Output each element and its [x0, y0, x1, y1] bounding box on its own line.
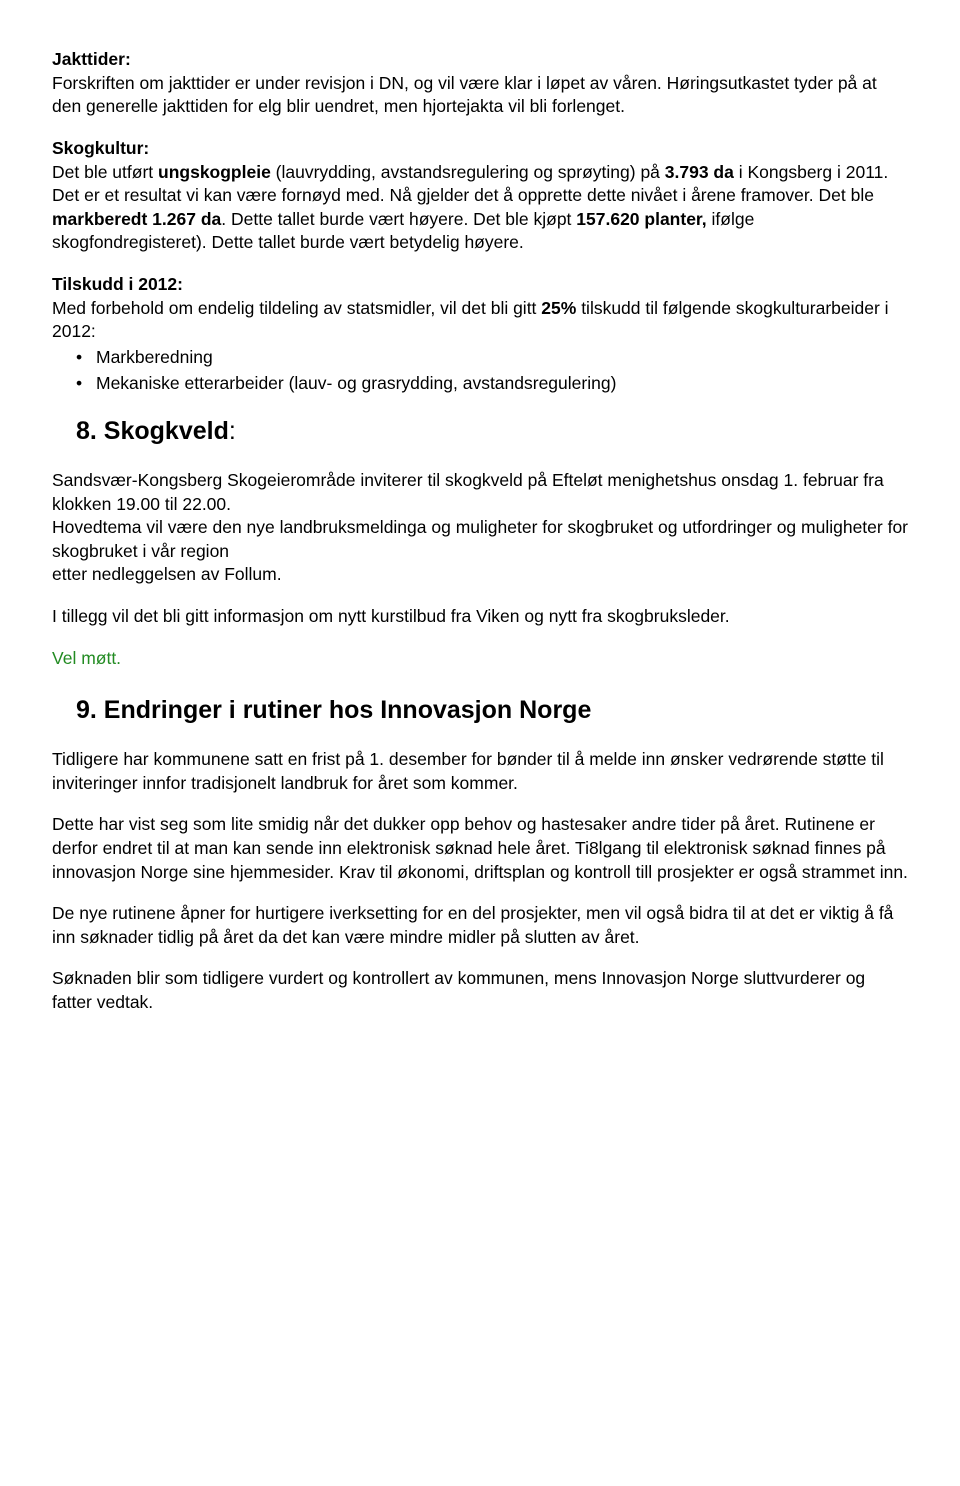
section-8-num: 8.: [76, 417, 104, 445]
skogkultur-text-g: . Dette tallet burde vært høyere. Det bl…: [221, 209, 576, 229]
skogkultur-planter: 157.620 planter,: [576, 209, 706, 229]
jakttider-body: Forskriften om jakttider er under revisj…: [52, 73, 877, 117]
skogkultur-heading: Skogkultur:: [52, 138, 149, 158]
skogkultur-da1: 3.793 da: [665, 162, 734, 182]
section-9-p1: Tidligere har kommunene satt en frist på…: [52, 748, 908, 795]
section-9-p4: Søknaden blir som tidligere vurdert og k…: [52, 967, 908, 1014]
tilskudd-heading: Tilskudd i 2012:: [52, 274, 183, 294]
section-8-p4: I tillegg vil det bli gitt informasjon o…: [52, 606, 730, 626]
tilskudd-percent: 25%: [541, 298, 576, 318]
skogkultur-ungskogpleie: ungskogpleie: [158, 162, 271, 182]
list-item: Markberedning: [96, 346, 908, 370]
section-8-p2: Hovedtema vil være den nye landbruksmeld…: [52, 517, 908, 561]
skogkultur-markberedt: markberedt 1.267 da: [52, 209, 221, 229]
section-8-heading: 8. Skogkveld:: [76, 415, 908, 449]
skogkultur-text-a: Det ble utført: [52, 162, 158, 182]
section-8-p1: Sandsvær-Kongsberg Skogeierområde invite…: [52, 470, 884, 514]
section-9-p2: Dette har vist seg som lite smidig når d…: [52, 813, 908, 884]
list-item: Mekaniske etterarbeider (lauv- og grasry…: [96, 372, 908, 396]
section-9-p3: De nye rutinene åpner for hurtigere iver…: [52, 902, 908, 949]
section-9-heading: 9. Endringer i rutiner hos Innovasjon No…: [76, 694, 908, 728]
section-8-p3: etter nedleggelsen av Follum.: [52, 564, 282, 584]
section-8-colon: :: [229, 417, 236, 445]
jakttider-heading: Jakttider:: [52, 49, 131, 69]
tilskudd-bullets: Markberedning Mekaniske etterarbeider (l…: [52, 346, 908, 395]
section-8-title: Skogkveld: [104, 417, 229, 445]
tilskudd-text-a: Med forbehold om endelig tildeling av st…: [52, 298, 541, 318]
vel-mott: Vel møtt.: [52, 647, 908, 671]
skogkultur-text-c: (lauvrydding, avstandsregulering og sprø…: [271, 162, 665, 182]
